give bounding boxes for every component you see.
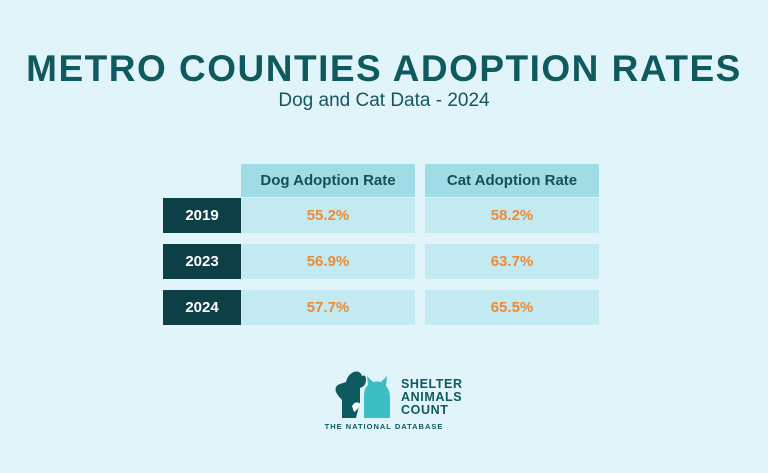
- column-header-dog: Dog Adoption Rate: [241, 164, 415, 197]
- cat-rate-cell: 65.5%: [425, 290, 599, 325]
- row-year-label: 2023: [163, 244, 241, 279]
- cat-rate-cell: 63.7%: [425, 244, 599, 279]
- brand-line-1: SHELTER: [401, 377, 463, 391]
- column-header-cat: Cat Adoption Rate: [425, 164, 599, 197]
- brand-tagline: THE NATIONAL DATABASE: [324, 422, 444, 431]
- brand-line-2: ANIMALS: [401, 390, 463, 404]
- cat-rate-cell: 58.2%: [425, 198, 599, 233]
- page-subtitle: Dog and Cat Data - 2024: [278, 90, 490, 111]
- brand-name: SHELTER ANIMALS COUNT: [401, 378, 463, 417]
- dog-rate-cell: 55.2%: [241, 198, 415, 233]
- dog-cat-silhouette-icon: [334, 366, 396, 423]
- dog-rate-cell: 57.7%: [241, 290, 415, 325]
- dog-rate-cell: 56.9%: [241, 244, 415, 279]
- brand-line-3: COUNT: [401, 403, 449, 417]
- row-year-label: 2019: [163, 198, 241, 233]
- row-year-label: 2024: [163, 290, 241, 325]
- page-title: METRO COUNTIES ADOPTION RATES: [26, 48, 742, 89]
